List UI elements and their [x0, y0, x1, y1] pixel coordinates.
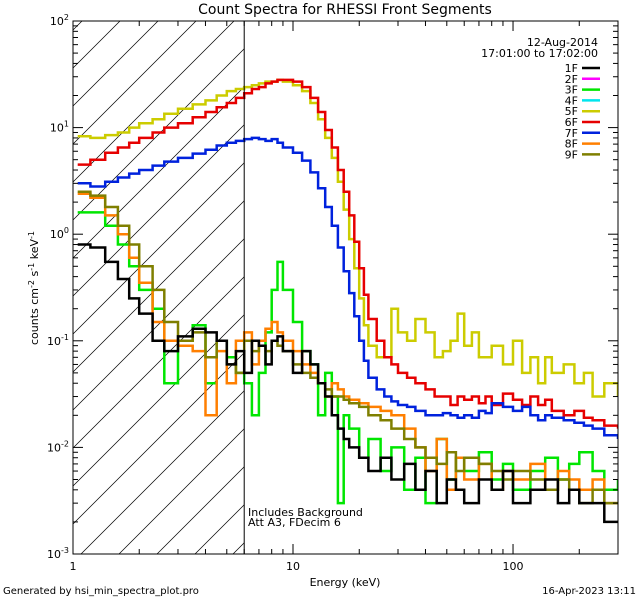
x-axis: 1 10 100 — [70, 21, 619, 573]
x-axis-label: Energy (keV) — [310, 576, 381, 589]
legend-label: 1F — [565, 62, 578, 75]
hatch-line — [73, 48, 245, 221]
legend-label: 7F — [565, 127, 578, 140]
series-1F — [77, 243, 618, 524]
legend-label: 6F — [565, 116, 578, 129]
hatch-line — [80, 390, 245, 554]
x-tick-label: 100 — [503, 560, 524, 573]
legend-label: 2F — [565, 73, 578, 86]
legend-label: 3F — [565, 84, 578, 97]
x-tick-label: 1 — [70, 560, 77, 573]
hatch-line — [73, 200, 245, 373]
hatch-line — [73, 21, 83, 31]
hatch-line — [118, 428, 245, 554]
hatch-line — [73, 21, 197, 145]
footer-generator: Generated by hsi_min_spectra_plot.pro — [3, 586, 199, 597]
annotation-background: Includes Background — [248, 506, 363, 519]
hatch-line — [73, 238, 245, 411]
series-layer — [77, 78, 618, 524]
chart-title: Count Spectra for RHESSI Front Segments — [198, 2, 492, 18]
hatch-line — [73, 21, 235, 183]
hatch-line — [73, 86, 245, 259]
annotation-attenuator: Att A3, FDecim 6 — [248, 516, 341, 529]
series-9F — [77, 190, 618, 505]
y-axis-label: counts cm-2 s-1 keV-1 — [27, 231, 41, 345]
hatch-line — [73, 162, 245, 335]
hatch-line — [73, 314, 245, 487]
legend-label: 8F — [565, 138, 578, 151]
series-8F — [77, 192, 618, 505]
hatch-line — [73, 21, 159, 107]
plot-frame — [72, 20, 619, 555]
y-tick-label: 102 — [50, 13, 69, 28]
x-tick-label: 10 — [286, 560, 300, 573]
hatch-lines — [73, 21, 245, 554]
hatch-line — [73, 124, 245, 297]
hatch-region — [73, 21, 245, 554]
y-tick-label: 10-3 — [47, 546, 69, 561]
y-tick-label: 10-2 — [47, 439, 69, 454]
legend-label: 5F — [565, 105, 578, 118]
legend-label: 9F — [565, 148, 578, 161]
hatch-line — [73, 352, 245, 525]
y-tick-label: 10-1 — [47, 333, 69, 348]
time-range-label: 17:01:00 to 17:02:00 — [481, 47, 598, 60]
series-7F — [77, 136, 618, 439]
series-5F — [77, 78, 618, 398]
legend-label: 4F — [565, 94, 578, 107]
date-label: 12-Aug-2014 — [527, 36, 598, 49]
series-6F — [77, 78, 618, 429]
y-axis: 10-3 10-2 10-1 100 101 102 — [47, 13, 618, 561]
footer-timestamp: 16-Apr-2023 13:11 — [542, 586, 636, 597]
y-tick-label: 101 — [50, 120, 69, 135]
y-tick-label: 100 — [50, 226, 69, 241]
